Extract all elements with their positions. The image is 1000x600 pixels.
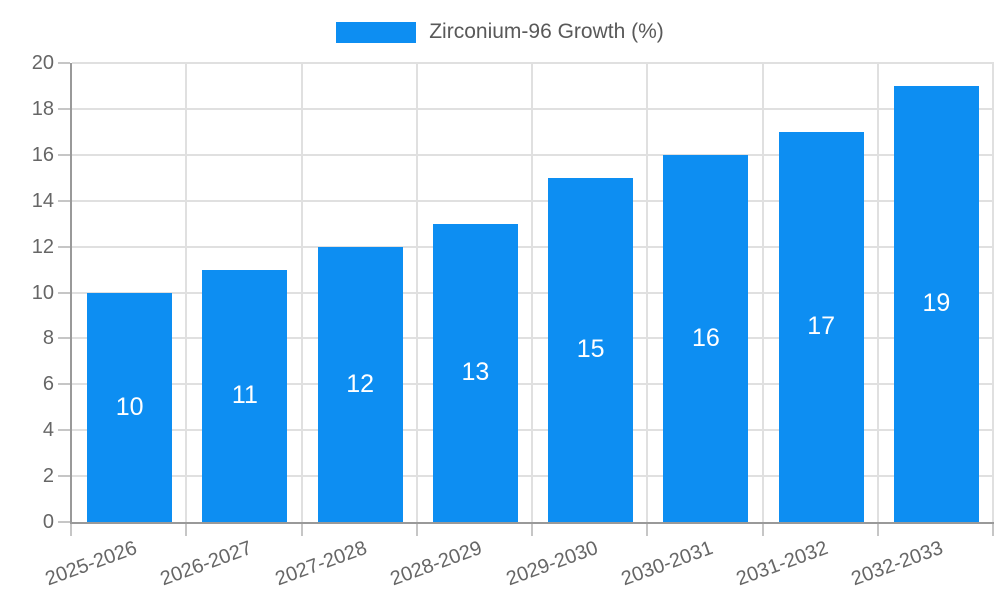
- bar-value-label: 19: [922, 289, 951, 318]
- x-tick: [185, 524, 188, 536]
- y-tick: [58, 245, 70, 248]
- y-gridline: [72, 199, 994, 202]
- x-gridline: [876, 63, 879, 522]
- x-tick: [300, 524, 303, 536]
- bar: 17: [778, 131, 864, 522]
- y-tick: [58, 153, 70, 156]
- x-tick: [415, 524, 418, 536]
- x-tick: [646, 524, 649, 536]
- y-gridline: [72, 429, 994, 432]
- y-tick: [58, 199, 70, 202]
- y-tick-label: 2: [42, 465, 54, 488]
- bar-value-label: 12: [346, 369, 375, 398]
- y-tick-label: 8: [42, 327, 54, 350]
- bar: 19: [893, 85, 979, 522]
- y-gridline: [72, 383, 994, 386]
- y-tick-label: 0: [42, 511, 54, 533]
- y-tick-label: 4: [42, 419, 54, 442]
- y-tick: [58, 291, 70, 294]
- bar-value-label: 15: [576, 335, 605, 364]
- plot-area: 0 2 4 6 8 10 12 14 16 18 20 10 11 12 13 15 16 17 19 2025-20…: [32, 52, 994, 590]
- y-tick: [58, 521, 70, 523]
- y-gridline: [72, 245, 994, 248]
- y-gridline: [72, 153, 994, 156]
- bar-value-label: 13: [461, 358, 490, 387]
- legend-label: Zirconium-96 Growth (%): [429, 20, 664, 43]
- y-gridline: [72, 107, 994, 110]
- bar: 10: [87, 292, 173, 522]
- x-tick: [531, 524, 533, 536]
- x-gridline: [992, 63, 994, 522]
- y-tick-label: 14: [31, 189, 54, 212]
- y-tick: [58, 62, 70, 64]
- x-tick: [876, 524, 879, 536]
- legend[interactable]: Zirconium-96 Growth (%): [0, 20, 1000, 44]
- x-gridline: [531, 63, 533, 522]
- bar-value-label: 17: [807, 312, 836, 341]
- legend-swatch-icon: [336, 21, 417, 43]
- bar-value-label: 10: [115, 392, 144, 421]
- y-tick: [58, 429, 70, 432]
- y-tick: [58, 383, 70, 386]
- bar: 11: [202, 269, 288, 522]
- y-tick-label: 16: [31, 143, 54, 166]
- x-tick: [70, 524, 72, 536]
- y-gridline: [72, 337, 994, 340]
- y-gridline: [72, 475, 994, 478]
- x-gridline: [415, 63, 418, 522]
- bar: 12: [317, 246, 403, 522]
- y-tick-label: 20: [31, 52, 54, 74]
- y-tick: [58, 107, 70, 110]
- y-tick-label: 12: [31, 235, 54, 258]
- x-gridline: [185, 63, 188, 522]
- y-tick-label: 18: [31, 97, 54, 120]
- y-tick-label: 6: [42, 373, 54, 396]
- x-tick: [992, 524, 994, 536]
- x-gridline: [300, 63, 303, 522]
- x-gridline: [646, 63, 649, 522]
- bar: 16: [663, 154, 749, 522]
- bar: 15: [548, 177, 634, 522]
- y-tick: [58, 337, 70, 340]
- x-gridline: [761, 63, 764, 522]
- y-gridline: [72, 62, 994, 64]
- bar-value-label: 11: [231, 381, 258, 410]
- y-tick-label: 10: [31, 281, 54, 304]
- x-tick: [761, 524, 764, 536]
- bar: 13: [432, 223, 518, 522]
- bar-value-label: 16: [691, 323, 720, 352]
- y-tick: [58, 475, 70, 478]
- y-gridline: [72, 291, 994, 294]
